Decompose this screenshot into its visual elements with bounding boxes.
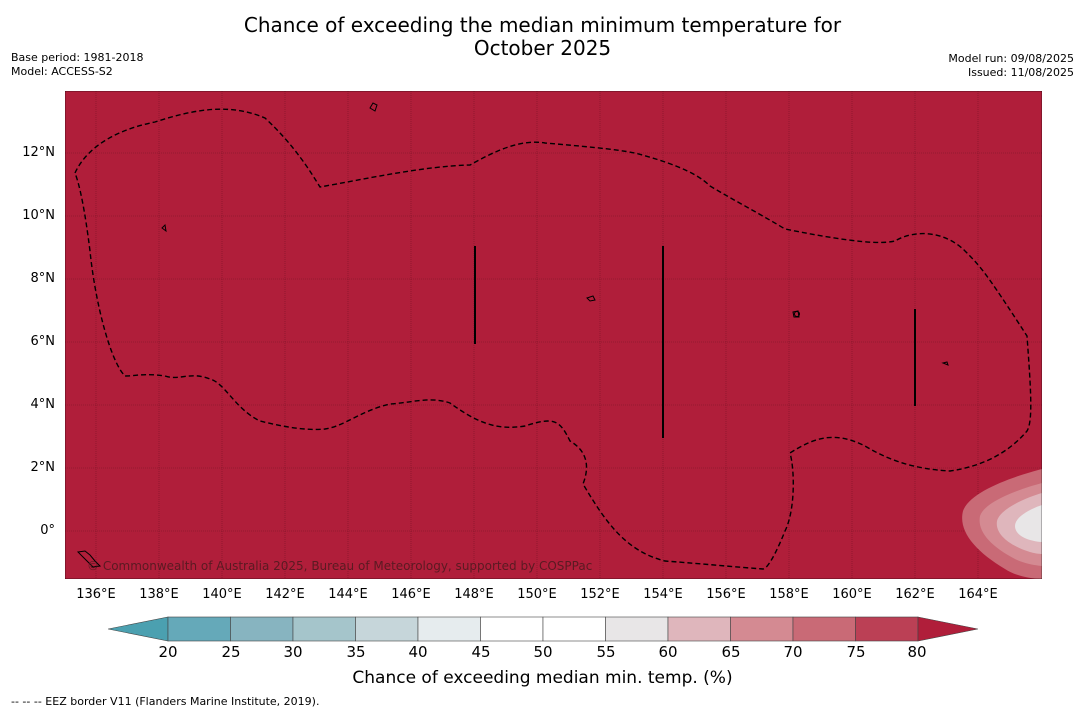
base-period-text: Base period: 1981-2018 [11,51,144,64]
colorbar-segment [355,616,419,642]
copyright-text: © Commonwealth of Australia 2025, Bureau… [87,559,593,573]
lat-tick-label: 4°N [30,397,56,412]
lon-tick-label: 138°E [139,587,179,602]
title-line-2: October 2025 [473,36,612,60]
eez-border [74,108,1032,570]
title-line-1: Chance of exceeding the median minimum t… [243,13,842,37]
lon-tick-label: 158°E [769,587,809,602]
colorbar-tick-label: 70 [783,643,803,661]
colorbar-tick-label: 60 [658,643,678,661]
lon-tick-label: 148°E [454,587,494,602]
colorbar-segment [480,616,544,642]
chart-title: Chance of exceeding the median minimum t… [0,14,1085,60]
colorbar-tick-label: 80 [907,643,927,661]
colorbar-segment [417,616,481,642]
colorbar-segment [605,616,669,642]
line-features [474,246,916,438]
map-background [65,91,1042,579]
issued-text: Issued: 11/08/2025 [967,66,1074,79]
colorbar-segment [542,616,606,642]
lat-tick-label: 6°N [30,334,56,349]
lat-tick-label: 10°N [22,208,55,223]
eez-footnote: -- -- -- EEZ border V11 (Flanders Marine… [11,695,320,708]
lat-tick-label: 0° [40,523,55,538]
colorbar-segment [230,616,294,642]
colorbar-segment [167,616,231,642]
colorbar-title: Chance of exceeding median min. temp. (%… [352,668,733,688]
colorbar-segment [667,616,731,642]
colorbar-tick-label: 30 [283,643,303,661]
colorbar-tick-label: 35 [346,643,366,661]
meta-right: Model run: 09/08/2025 Issued: 11/08/2025 [948,52,1074,80]
lon-tick-label: 160°E [832,587,872,602]
lon-tick-label: 144°E [328,587,368,602]
lat-tick-label: 12°N [22,145,55,160]
lat-tick-label: 8°N [30,271,56,286]
map-panel[interactable] [65,91,1042,579]
colorbar-tick-label: 75 [846,643,866,661]
lon-tick-label: 146°E [391,587,431,602]
lon-tick-label: 154°E [643,587,683,602]
colorbar-segment [730,616,794,642]
lon-tick-label: 136°E [76,587,116,602]
lat-tick-label: 2°N [30,460,56,475]
colorbar-tick-label: 40 [408,643,428,661]
lon-tick-label: 164°E [958,587,998,602]
map-svg [65,91,1042,579]
colorbar-tick-label: 50 [533,643,553,661]
colorbar-tick-label: 25 [221,643,241,661]
colorbar-under-arrow [108,616,169,642]
colorbar-tick-label: 20 [158,643,178,661]
colorbar-tick-label: 65 [721,643,741,661]
colorbar-segment [292,616,356,642]
colorbar-segment [792,616,856,642]
lon-tick-label: 142°E [265,587,305,602]
lon-tick-label: 140°E [202,587,242,602]
lon-tick-label: 162°E [895,587,935,602]
meta-left: Base period: 1981-2018 Model: ACCESS-S2 [11,51,143,79]
colorbar-tick-label: 45 [471,643,491,661]
model-text: Model: ACCESS-S2 [11,65,113,78]
lon-tick-label: 150°E [517,587,557,602]
lon-tick-label: 156°E [706,587,746,602]
lon-tick-label: 152°E [580,587,620,602]
colorbar [108,616,978,642]
islands [76,102,949,568]
model-run-text: Model run: 09/08/2025 [948,52,1074,65]
colorbar-over-arrow [917,616,978,642]
colorbar-tick-label: 55 [596,643,616,661]
low-chance-contours [962,469,1042,579]
colorbar-segment [855,616,919,642]
